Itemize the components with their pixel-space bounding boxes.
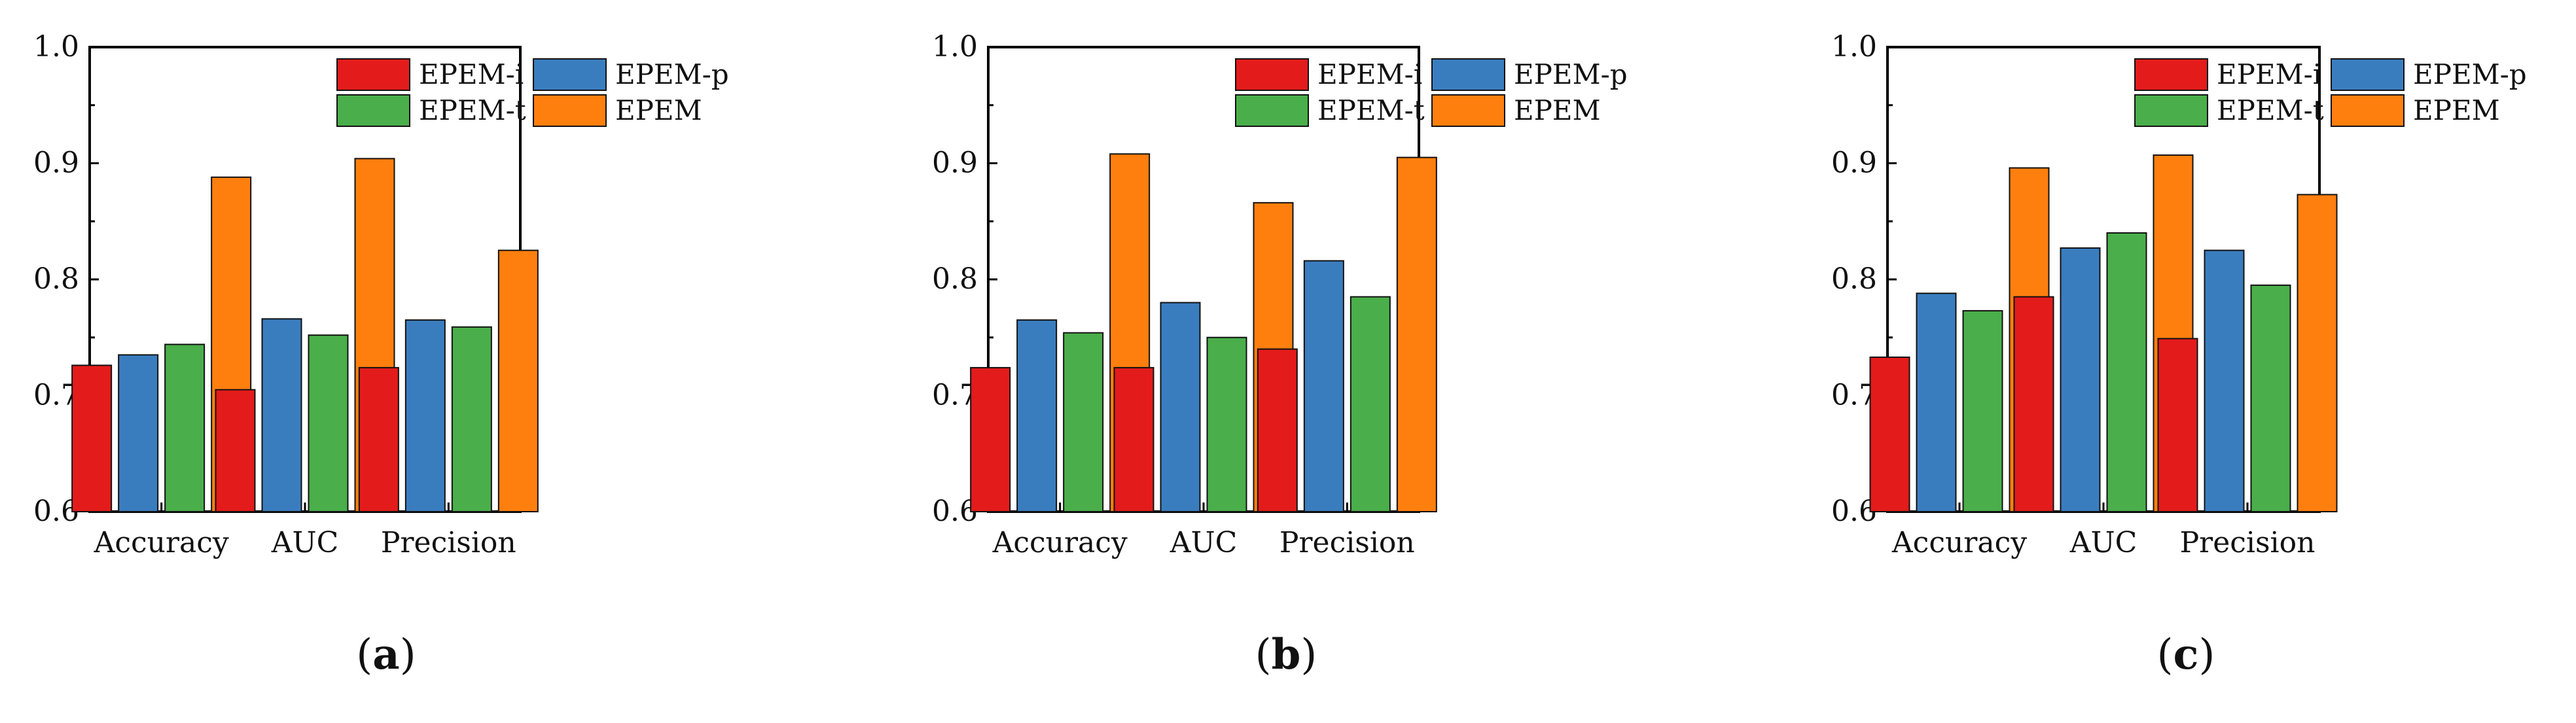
y-tick-label: 0.7 <box>1831 379 1877 412</box>
y-tick-label: 1.0 <box>932 30 978 63</box>
y-tick-label: 0.8 <box>33 262 79 296</box>
bar-epem-i-accuracy <box>970 366 1011 513</box>
bar-epem-p-precision <box>1303 260 1344 512</box>
legend-swatch-epem-p <box>533 58 607 91</box>
x-category-label: Accuracy <box>992 526 1128 559</box>
bar-epem-p-precision <box>404 319 446 512</box>
caption-paren-open: ( <box>356 631 372 679</box>
bar-epem-t-accuracy <box>1063 332 1104 512</box>
legend-swatch-epem <box>2331 94 2405 127</box>
legend-label: EPEM-i <box>419 58 524 90</box>
bar-epem-t-auc <box>2106 232 2147 512</box>
bar-epem-t-auc <box>308 334 349 512</box>
y-tick-label: 1.0 <box>1831 30 1877 63</box>
panel-caption: (b) <box>1255 630 1317 679</box>
bar-epem-i-auc <box>215 389 256 512</box>
legend-swatch-epem <box>533 94 607 127</box>
legend-swatch-epem-p <box>1431 58 1505 91</box>
legend-label: EPEM-i <box>1317 58 1422 90</box>
caption-paren-close: ) <box>2198 631 2215 679</box>
caption-letter: b <box>1272 630 1301 679</box>
legend-swatch-epem <box>1431 94 1505 127</box>
x-category-label: AUC <box>1170 526 1238 559</box>
bar-epem-precision <box>1396 156 1437 512</box>
y-tick-label: 0.9 <box>33 147 79 180</box>
bar-epem-t-auc <box>1206 336 1247 512</box>
legend-label: EPEM-p <box>1514 58 1628 90</box>
y-tick-label: 0.9 <box>932 147 978 180</box>
y-tick-label: 0.9 <box>1831 147 1877 180</box>
legend-label: EPEM-p <box>2413 58 2527 90</box>
panel-caption: (a) <box>356 630 416 679</box>
legend-label: EPEM <box>2413 94 2500 126</box>
y-tick-label: 1.0 <box>33 30 79 63</box>
bar-epem-p-auc <box>2060 247 2101 512</box>
bar-epem-i-precision <box>1257 348 1298 512</box>
bar-epem-precision <box>2297 194 2338 512</box>
x-category-label: Accuracy <box>1891 526 2027 559</box>
bar-epem-i-accuracy <box>71 364 113 512</box>
x-category-label: Precision <box>381 526 516 559</box>
caption-paren-open: ( <box>2157 631 2174 679</box>
legend-swatch-epem-i <box>1235 58 1309 91</box>
panel-caption: (c) <box>2157 630 2215 679</box>
caption-paren-close: ) <box>400 631 416 679</box>
bar-epem-p-auc <box>261 318 302 512</box>
bar-epem-t-precision <box>1350 296 1391 512</box>
x-category-label: Accuracy <box>94 526 229 559</box>
bar-epem-p-precision <box>2204 249 2245 512</box>
bar-epem-i-precision <box>358 366 399 513</box>
y-tick-label: 0.8 <box>932 262 978 296</box>
legend-swatch-epem-i <box>336 58 410 91</box>
legend-swatch-epem-i <box>2134 58 2208 91</box>
legend-label: EPEM <box>615 94 702 126</box>
bar-epem-i-auc <box>1113 366 1154 513</box>
bar-epem-t-precision <box>451 326 492 512</box>
y-tick-label: 0.6 <box>1831 495 1877 528</box>
legend-label: EPEM-t <box>419 94 526 126</box>
bar-epem-precision <box>497 249 539 512</box>
caption-paren-close: ) <box>1300 631 1317 679</box>
caption-letter: c <box>2174 630 2199 679</box>
legend-swatch-epem-t <box>2134 94 2208 127</box>
bar-epem-p-accuracy <box>118 354 159 512</box>
legend-swatch-epem-p <box>2331 58 2405 91</box>
x-category-label: AUC <box>2069 526 2138 559</box>
x-category-label: Precision <box>1279 526 1415 559</box>
bar-epem-i-precision <box>2157 338 2198 513</box>
x-category-label: Precision <box>2180 526 2316 559</box>
legend-swatch-epem-t <box>336 94 410 127</box>
x-category-label: AUC <box>271 526 339 559</box>
bar-epem-i-auc <box>2013 296 2054 512</box>
legend-label: EPEM-t <box>1317 94 1425 126</box>
bar-epem-p-accuracy <box>1016 319 1058 512</box>
legend-label: EPEM-p <box>615 58 729 90</box>
bar-epem-p-accuracy <box>1916 292 1957 512</box>
caption-paren-open: ( <box>1255 631 1272 679</box>
legend-swatch-epem-t <box>1235 94 1309 127</box>
legend-label: EPEM-t <box>2217 94 2324 126</box>
chart-panel-c: 0.6 0.7 0.8 0.9 1.0 Accuracy AUC Precision EPEM-… <box>1831 30 2527 679</box>
bar-epem-p-auc <box>1160 302 1201 512</box>
legend-label: EPEM <box>1514 94 1601 126</box>
bar-epem-t-precision <box>2250 284 2291 512</box>
legend-label: EPEM-i <box>2217 58 2321 90</box>
bar-epem-t-accuracy <box>1962 309 2003 512</box>
bar-epem-t-accuracy <box>164 344 206 513</box>
bar-epem-i-accuracy <box>1869 356 1910 512</box>
y-tick-label: 0.8 <box>1831 262 1877 296</box>
caption-letter: a <box>372 630 399 679</box>
